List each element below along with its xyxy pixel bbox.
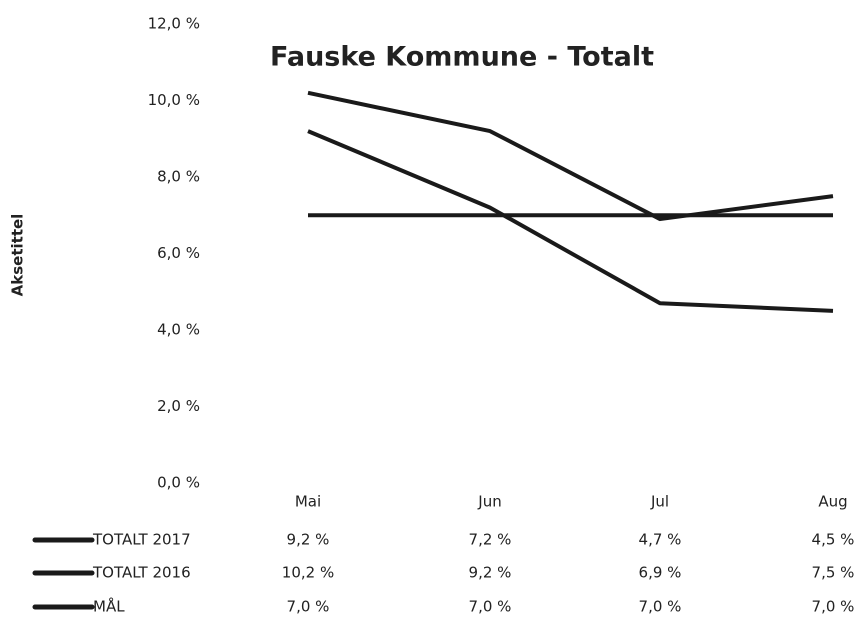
legend-label: TOTALT 2017 xyxy=(92,531,191,549)
y-tick-label: 4,0 % xyxy=(157,321,200,339)
line-series xyxy=(307,90,834,222)
y-tick-label: 8,0 % xyxy=(157,168,200,186)
table-value: 10,2 % xyxy=(282,564,334,582)
legend-label: TOTALT 2016 xyxy=(92,564,191,582)
x-tick-label: Jun xyxy=(477,493,501,511)
x-tick-label: Jul xyxy=(650,493,669,511)
y-tick-label: 2,0 % xyxy=(157,397,200,415)
table-value: 6,9 % xyxy=(639,564,682,582)
chart-title: Fauske Kommune - Totalt xyxy=(270,42,654,73)
line-series xyxy=(307,129,834,313)
table-value: 7,2 % xyxy=(469,531,512,549)
x-tick-label: Aug xyxy=(818,493,847,511)
table-value: 7,0 % xyxy=(639,598,682,616)
table-value: 7,5 % xyxy=(812,564,855,582)
x-tick-label: Mai xyxy=(295,493,321,511)
table-value: 4,7 % xyxy=(639,531,682,549)
table-value: 9,2 % xyxy=(469,564,512,582)
y-axis-title: Aksetittel xyxy=(9,214,27,297)
table-value: 7,0 % xyxy=(469,598,512,616)
y-tick-label: 0,0 % xyxy=(157,474,200,492)
table-value: 9,2 % xyxy=(287,531,330,549)
y-tick-label: 6,0 % xyxy=(157,244,200,262)
table-value: 4,5 % xyxy=(812,531,855,549)
legend-label: MÅL xyxy=(93,597,125,616)
y-tick-label: 12,0 % xyxy=(148,15,200,33)
table-value: 7,0 % xyxy=(287,598,330,616)
table-value: 7,0 % xyxy=(812,598,855,616)
y-tick-label: 10,0 % xyxy=(148,91,200,109)
